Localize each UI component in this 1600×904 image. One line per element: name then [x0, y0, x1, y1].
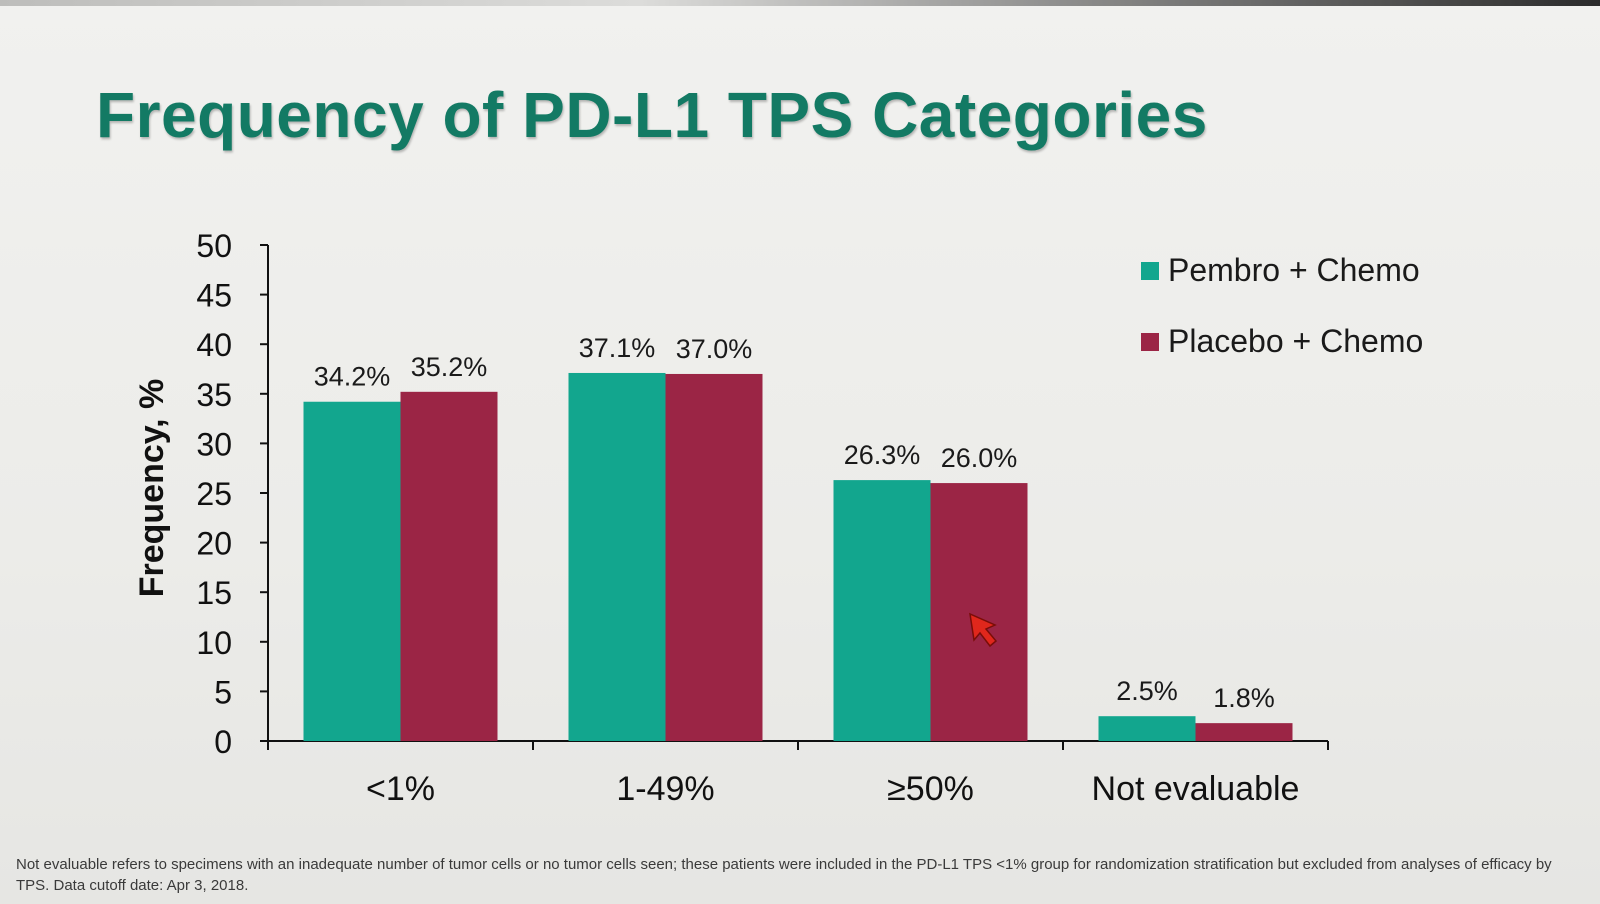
data-label: 26.3% — [844, 440, 921, 470]
bar-placebo — [665, 373, 763, 741]
x-category-label: <1% — [366, 770, 435, 808]
bar-placebo — [400, 391, 498, 741]
y-tick-label: 5 — [214, 674, 232, 710]
bar-pembro — [568, 372, 666, 741]
y-tick-label: 35 — [196, 377, 232, 413]
y-tick-label: 40 — [196, 327, 232, 363]
x-category-label: 1-49% — [616, 770, 714, 808]
bar-pembro — [303, 401, 401, 741]
y-tick-label: 50 — [196, 228, 232, 264]
legend-label: Pembro + Chemo — [1168, 252, 1420, 288]
y-tick-label: 20 — [196, 526, 232, 562]
data-label: 37.0% — [676, 334, 753, 364]
pointer-arrow-icon — [969, 612, 998, 648]
y-tick-label: 30 — [196, 426, 232, 462]
screen-edge — [0, 0, 1600, 6]
footnote: Not evaluable refers to specimens with a… — [16, 856, 1552, 894]
legend-label: Placebo + Chemo — [1168, 323, 1423, 359]
data-label: 37.1% — [579, 333, 656, 363]
legend-swatch — [1141, 262, 1159, 280]
x-category-label: Not evaluable — [1092, 770, 1300, 808]
data-label: 34.2% — [314, 362, 391, 392]
data-label: 2.5% — [1116, 676, 1178, 706]
x-category-label: ≥50% — [887, 770, 974, 808]
data-label: 26.0% — [941, 443, 1018, 473]
bar-placebo — [1195, 723, 1293, 741]
bar-pembro — [1098, 716, 1196, 741]
y-axis-title: Frequency, % — [133, 379, 171, 598]
y-tick-label: 45 — [196, 278, 232, 314]
legend-swatch — [1141, 333, 1159, 351]
y-tick-label: 15 — [196, 575, 232, 611]
y-tick-label: 0 — [214, 724, 232, 760]
pointer-arrow-shape — [969, 612, 998, 648]
bar-pembro — [833, 480, 931, 741]
bar-placebo — [930, 483, 1028, 741]
data-label: 1.8% — [1213, 683, 1275, 713]
y-tick-label: 25 — [196, 476, 232, 512]
y-tick-label: 10 — [196, 625, 232, 661]
slide-title: Frequency of PD-L1 TPS Categories — [96, 79, 1208, 151]
data-label: 35.2% — [411, 352, 488, 382]
